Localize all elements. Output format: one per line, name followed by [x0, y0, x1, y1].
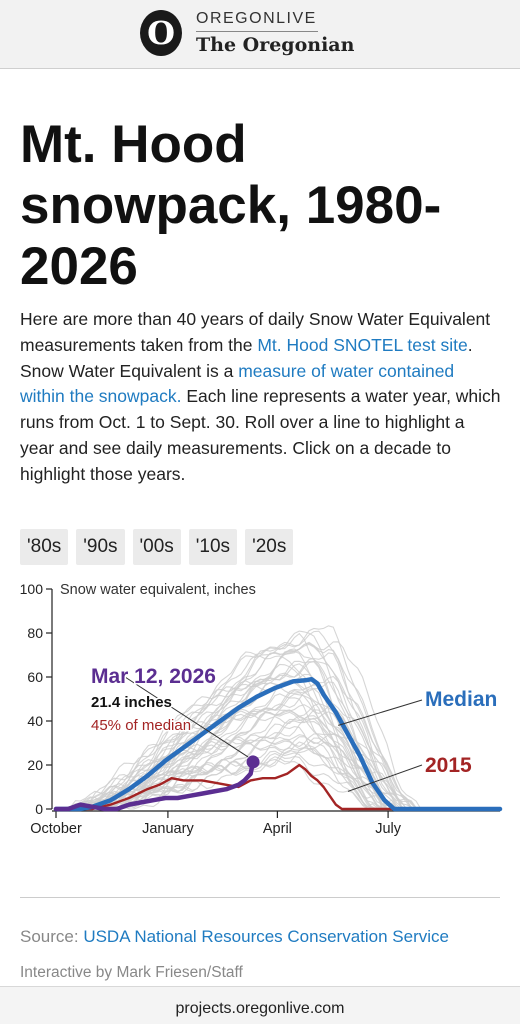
median-leader-line [338, 699, 423, 726]
x-tick-label: April [263, 821, 292, 837]
y-tick-label: 40 [27, 713, 43, 729]
article-description: Here are more than 40 years of daily Sno… [20, 307, 502, 488]
logo-letter: O [147, 14, 175, 52]
decade-button-20s[interactable]: '20s [245, 529, 294, 565]
current-pct-label: 45% of median [91, 717, 191, 734]
brand-divider [196, 31, 318, 32]
x-tick-label: January [142, 821, 194, 837]
desc-text-2: . Snow Water Equivalent is a [20, 334, 473, 381]
source-line: Source: USDA National Resources Conserva… [20, 927, 449, 947]
y-tick-label: 60 [27, 669, 43, 685]
decade-button-90s[interactable]: '90s [76, 529, 125, 565]
chart-series [53, 676, 503, 812]
decade-filter: '80s '90s '00s '10s '20s [20, 529, 294, 565]
current-value-point [246, 755, 260, 769]
decade-button-80s[interactable]: '80s [20, 529, 69, 565]
x-tick-label: July [375, 821, 402, 837]
y-axis-label: Snow water equivalent, inches [60, 582, 256, 598]
chart-annotations: Mar 12, 2026 21.4 inches 45% of median Medi… [90, 664, 497, 792]
snowpack-chart: 0 20 40 60 80 100 Snow water equivalent, inche… [20, 581, 503, 837]
brand-oregonlive[interactable]: OREGONLIVE [196, 10, 317, 27]
decade-button-10s[interactable]: '10s [188, 529, 238, 565]
current-leader-line [124, 676, 249, 758]
browser-url-bar[interactable]: projects.oregonlive.com [0, 986, 520, 1024]
source-link[interactable]: USDA National Resources Conservation Ser… [83, 927, 449, 946]
swe-measure-link[interactable]: measure of water contained within the sn… [20, 360, 455, 407]
year-2015-label: 2015 [425, 754, 472, 777]
masthead: O OREGONLIVE The Oregonian [0, 0, 520, 69]
y-tick-label: 80 [27, 625, 43, 641]
oregonian-logo-icon[interactable]: O [138, 8, 184, 58]
y-tick-label: 20 [27, 757, 43, 773]
current-date-label: Mar 12, 2026 [91, 665, 216, 688]
snotel-site-link[interactable]: Mt. Hood SNOTEL test site [257, 334, 468, 355]
series-line-median [53, 676, 503, 812]
page-title: Mt. Hood snowpack, 1980-2026 [20, 115, 442, 296]
brand-the-oregonian[interactable]: The Oregonian [196, 34, 355, 56]
y-tick-label: 0 [35, 801, 43, 817]
credit-line: Interactive by Mark Friesen/Staff [20, 964, 243, 981]
desc-text-1: Here are more than 40 years of daily Sno… [20, 309, 491, 355]
current-value-label: 21.4 inches [91, 694, 172, 711]
y-tick-label: 100 [20, 581, 44, 597]
decade-button-00s[interactable]: '00s [132, 529, 181, 565]
source-prefix: Source: [20, 927, 84, 946]
median-label: Median [425, 688, 497, 711]
footer-divider [20, 897, 500, 898]
chart-axes: 0 20 40 60 80 100 Snow water equivalent, inche… [20, 581, 500, 837]
x-tick-label: October [30, 821, 82, 837]
series-line-2026 [53, 759, 256, 812]
series-line-2015 [54, 763, 502, 811]
desc-text-3: Each line represents a water year, which… [20, 386, 501, 484]
year-2015-leader-line [347, 764, 423, 792]
url-text: projects.oregonlive.com [175, 1000, 345, 1017]
